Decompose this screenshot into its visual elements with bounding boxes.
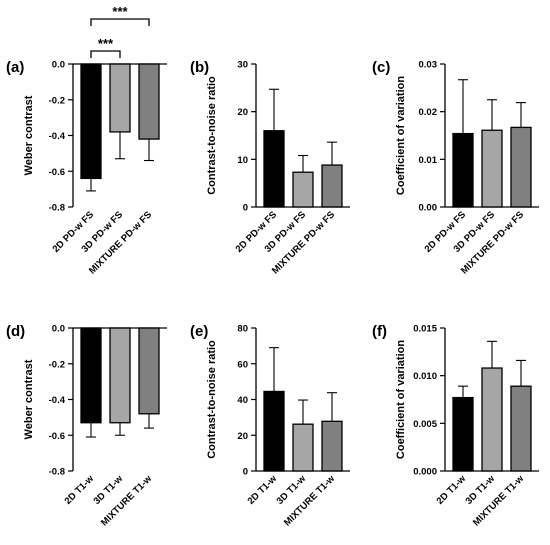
bar: [109, 327, 131, 424]
y-tick-label: -0.2: [49, 95, 65, 106]
y-tick-label: -0.8: [49, 203, 65, 214]
bar: [321, 420, 343, 472]
y-tick-label: 0.03: [419, 60, 438, 71]
y-tick-label: 0.01: [419, 155, 438, 166]
y-tick-label: -0.4: [49, 395, 66, 406]
bar: [292, 171, 314, 208]
panel-label: (a): [6, 59, 24, 76]
y-tick-label: 0.000: [413, 467, 437, 478]
y-axis-label: Weber contrast: [23, 95, 35, 175]
significance-bracket: [90, 50, 121, 58]
chart-panel-3: (c) Coefficient of variation 0.00 0.01 0.02 0…: [372, 59, 539, 276]
y-tick-label: 0.00: [419, 203, 438, 214]
y-axis-label: Coefficient of variation: [395, 76, 407, 195]
y-tick-label: 0: [243, 203, 248, 214]
bar: [80, 63, 102, 180]
y-tick-label: 0.010: [413, 371, 437, 382]
bar: [292, 423, 314, 472]
bar: [481, 367, 503, 472]
y-tick-label: 30: [237, 60, 248, 71]
bar: [510, 126, 532, 208]
bar: [263, 390, 285, 472]
panel-label: (f): [372, 323, 387, 340]
panel-label: (c): [372, 59, 390, 76]
y-tick-label: 60: [237, 359, 248, 370]
bar: [510, 385, 532, 472]
bar: [263, 130, 285, 208]
category-label: MIXTURE T1-w: [282, 473, 338, 529]
category-label: 2D T1-w: [63, 473, 97, 507]
y-axis-label: Contrast-to-noise ratio: [206, 76, 218, 195]
y-tick-label: 40: [237, 395, 248, 406]
y-tick-label: -0.8: [49, 467, 65, 478]
y-tick-label: 80: [237, 324, 248, 335]
chart-panel-5: (e)Contrast-to-noise ratio 0 20 40 60 80 2D T1…: [190, 323, 350, 529]
y-tick-label: 0.015: [413, 324, 437, 335]
bar: [321, 164, 343, 208]
y-tick-label: 20: [237, 431, 248, 442]
category-label: 2D T1-w: [435, 473, 469, 507]
y-tick-label: -0.4: [49, 131, 66, 142]
bar: [109, 63, 131, 133]
y-tick-label: 0.005: [413, 419, 437, 430]
y-axis-label: Weber contrast: [23, 359, 35, 439]
significance-bracket: [90, 18, 150, 26]
panel-label: (d): [6, 323, 25, 340]
y-tick-label: -0.2: [49, 359, 65, 370]
y-tick-label: -0.6: [49, 431, 65, 442]
bar: [452, 132, 474, 208]
y-tick-label: 0.02: [419, 107, 438, 118]
chart-panel-4: (d) Weber contrast 0.0 -0.2 -0.4 -0.6 -0.82D T…: [6, 323, 167, 529]
panel-label: (e): [190, 323, 208, 340]
category-label: MIXTURE T1-w: [99, 473, 155, 529]
category-label: MIXTURE T1-w: [471, 473, 527, 529]
significance-label: ***: [98, 36, 114, 51]
bar: [481, 129, 503, 208]
y-axis-label: Contrast-to-noise ratio: [206, 340, 218, 459]
category-label: 2D T1-w: [246, 473, 280, 507]
y-tick-label: -0.6: [49, 167, 65, 178]
bar: [138, 327, 160, 415]
y-tick-label: 20: [237, 107, 248, 118]
y-tick-label: 0.0: [52, 60, 65, 71]
y-tick-label: 0: [243, 467, 248, 478]
y-tick-label: 0.0: [52, 324, 65, 335]
chart-panel-6: (f) Coefficient of variation 0.000 0.005 0.0…: [372, 323, 539, 529]
bar: [452, 396, 474, 472]
significance-label: ***: [112, 4, 128, 19]
y-tick-label: 10: [237, 155, 248, 166]
bar: [80, 327, 102, 424]
y-axis-label: Coefficient of variation: [395, 340, 407, 459]
bar: [138, 63, 160, 140]
panel-label: (b): [190, 59, 209, 76]
